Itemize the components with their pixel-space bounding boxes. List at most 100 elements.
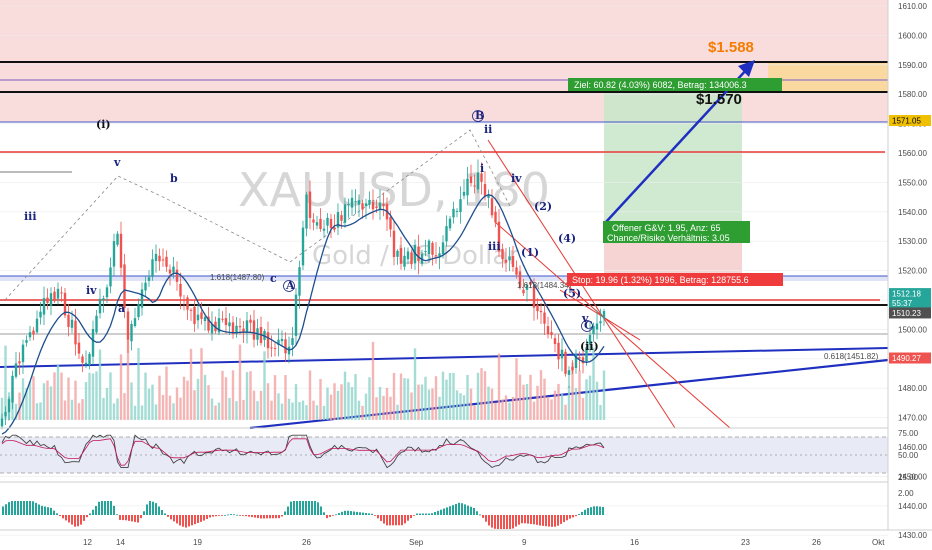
macd-bar (431, 513, 433, 515)
volume-bar (483, 371, 487, 420)
macd-bar (311, 501, 313, 515)
macd-bar (401, 515, 403, 526)
candle-body (602, 311, 606, 319)
volume-bar (312, 400, 315, 420)
volume-bar (298, 402, 301, 420)
candle-body (200, 312, 203, 319)
macd-bar (26, 501, 28, 515)
volume-bar (161, 394, 165, 420)
candle-body (399, 247, 403, 264)
price-badge-label: 1571.05 (892, 117, 921, 126)
macd-bar (320, 506, 322, 515)
macd-bar (224, 514, 226, 516)
target-label: Ziel: 60.82 (4.03%) 6082, Betrag: 134006… (574, 80, 747, 90)
volume-bar (301, 400, 305, 420)
volume-bar (452, 372, 455, 420)
candle-body (336, 212, 340, 228)
macd-bar (479, 514, 481, 516)
volume-bar (578, 370, 581, 420)
price-tick: 1610.00 (898, 2, 927, 11)
candle-body (553, 338, 557, 345)
candle-body (207, 316, 210, 331)
volume-bar (525, 383, 529, 420)
macd-bar (101, 501, 103, 515)
macd-bar (410, 515, 412, 519)
macd-bar (515, 515, 517, 527)
candle-body (123, 264, 126, 309)
macd-bar (341, 511, 343, 515)
candle-body (60, 292, 63, 294)
volume-bar (266, 383, 270, 420)
price-badge-label: 55:37 (892, 299, 913, 308)
volume-bar (165, 366, 168, 420)
macd-bar (335, 514, 337, 516)
macd-bar (449, 506, 451, 515)
volume-bar (350, 387, 354, 420)
candle-body (193, 306, 196, 324)
volume-bar (592, 347, 595, 420)
macd-bar (371, 513, 373, 515)
volume-bar (427, 389, 431, 420)
volume-bar (322, 405, 326, 420)
macd-bar (287, 506, 289, 515)
candle-body (18, 361, 21, 364)
open-pnl-label: Offener G&V: 1.95, Anz: 65 (612, 223, 721, 233)
macd-bar (50, 507, 52, 515)
candle-body (147, 277, 151, 281)
macd-bar (188, 515, 190, 527)
wave-label: ii (484, 123, 492, 136)
macd-bar (368, 513, 370, 515)
candle-body (95, 315, 98, 333)
candle-body (371, 201, 375, 210)
macd-bar (29, 501, 31, 515)
volume-bar (123, 393, 126, 420)
volume-bar (207, 385, 210, 420)
macd-bar (302, 501, 304, 515)
volume-bar (35, 403, 39, 420)
volume-bar (133, 405, 137, 420)
macd-bar (506, 515, 508, 529)
macd-bar (362, 512, 364, 515)
wave-label: i (480, 162, 484, 175)
macd-bar (434, 512, 436, 515)
macd-bar (179, 515, 181, 526)
volume-bar (231, 370, 235, 420)
target-label-1588: $1.588 (708, 39, 754, 56)
macd-bar (512, 515, 514, 529)
candle-body (455, 210, 459, 212)
volume-bar (256, 401, 259, 420)
volume-bar (203, 374, 207, 420)
candle-body (571, 366, 574, 371)
date-tick: 26 (302, 538, 311, 547)
candle-body (326, 217, 329, 226)
macd-bar (38, 504, 40, 515)
volume-bar (399, 373, 403, 420)
volume-bar (32, 376, 35, 420)
volume-bar (518, 374, 522, 420)
macd-bar (509, 515, 511, 529)
candle-body (53, 291, 56, 302)
candle-body (329, 218, 333, 229)
candle-body (504, 259, 508, 263)
volume-bar (539, 370, 543, 420)
macd-bar (92, 509, 94, 515)
macd-bar (542, 515, 544, 526)
volume-bar (18, 392, 21, 420)
volume-bar (487, 386, 490, 420)
price-tick: 1460.00 (898, 443, 927, 452)
macd-bar (404, 515, 406, 524)
volume-bar (396, 404, 399, 420)
volume-bar (189, 348, 193, 420)
volume-bar (494, 402, 497, 420)
macd-bar (254, 515, 256, 518)
date-axis: 12 14 19 26 Sep 9 16 23 26 Okt (0, 529, 932, 547)
candle-body (277, 339, 280, 346)
candle-body (221, 318, 224, 320)
candle-body (480, 173, 483, 182)
wave-circle (581, 320, 593, 332)
candle-body (14, 363, 18, 377)
volume-bar (375, 397, 378, 420)
date-tick: Okt (872, 538, 885, 547)
macd-bar (602, 506, 604, 515)
volume-bar (501, 399, 504, 420)
